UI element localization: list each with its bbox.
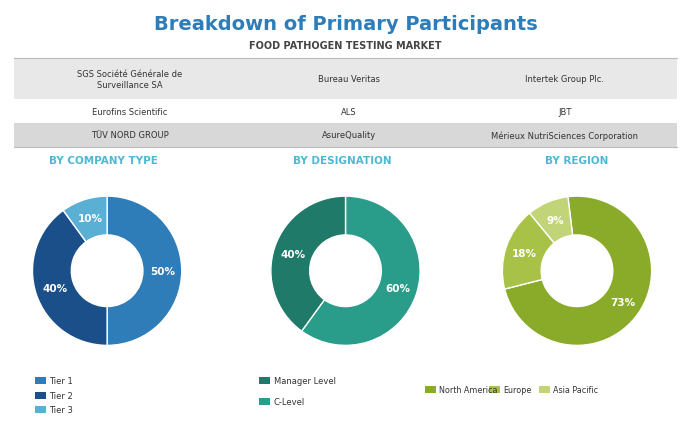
Text: Asia Pacific: Asia Pacific <box>553 385 598 393</box>
Text: Breakdown of Primary Participants: Breakdown of Primary Participants <box>153 15 538 34</box>
Text: BY DESIGNATION: BY DESIGNATION <box>293 155 391 165</box>
Text: Tier 1: Tier 1 <box>49 376 73 385</box>
Wedge shape <box>502 214 554 289</box>
Wedge shape <box>302 197 420 346</box>
Text: 18%: 18% <box>512 249 537 259</box>
Text: Intertek Group Plc.: Intertek Group Plc. <box>525 75 605 84</box>
Text: TÜV NORD GROUP: TÜV NORD GROUP <box>91 131 169 140</box>
Text: Mérieux NutriSciences Corporation: Mérieux NutriSciences Corporation <box>491 131 638 141</box>
Text: 40%: 40% <box>42 283 67 293</box>
Text: Europe: Europe <box>504 385 532 393</box>
Text: North America: North America <box>439 385 498 393</box>
Wedge shape <box>64 197 107 242</box>
Text: ALS: ALS <box>341 108 357 117</box>
Wedge shape <box>504 197 652 346</box>
Text: JBT: JBT <box>558 108 571 117</box>
Wedge shape <box>32 211 107 346</box>
Text: Bureau Veritas: Bureau Veritas <box>318 75 380 84</box>
Text: C-Level: C-Level <box>274 397 305 405</box>
Text: FOOD PATHOGEN TESTING MARKET: FOOD PATHOGEN TESTING MARKET <box>249 41 442 51</box>
Text: 60%: 60% <box>386 283 410 293</box>
Text: Manager Level: Manager Level <box>274 376 336 385</box>
Text: 10%: 10% <box>77 214 102 224</box>
Text: AsureQuality: AsureQuality <box>322 131 376 140</box>
Wedge shape <box>529 197 573 243</box>
Text: BY COMPANY TYPE: BY COMPANY TYPE <box>49 155 158 165</box>
Text: 73%: 73% <box>610 297 635 307</box>
Wedge shape <box>271 197 346 332</box>
Text: SGS Société Générale de
Surveillance SA: SGS Société Générale de Surveillance SA <box>77 70 182 89</box>
Text: Eurofins Scientific: Eurofins Scientific <box>92 108 167 117</box>
Text: BY REGION: BY REGION <box>545 155 609 165</box>
Text: 9%: 9% <box>547 215 564 225</box>
Text: Tier 2: Tier 2 <box>49 391 73 399</box>
Text: 40%: 40% <box>281 249 305 259</box>
Text: 50%: 50% <box>150 266 175 276</box>
Wedge shape <box>107 197 182 346</box>
Text: Tier 3: Tier 3 <box>49 405 73 414</box>
